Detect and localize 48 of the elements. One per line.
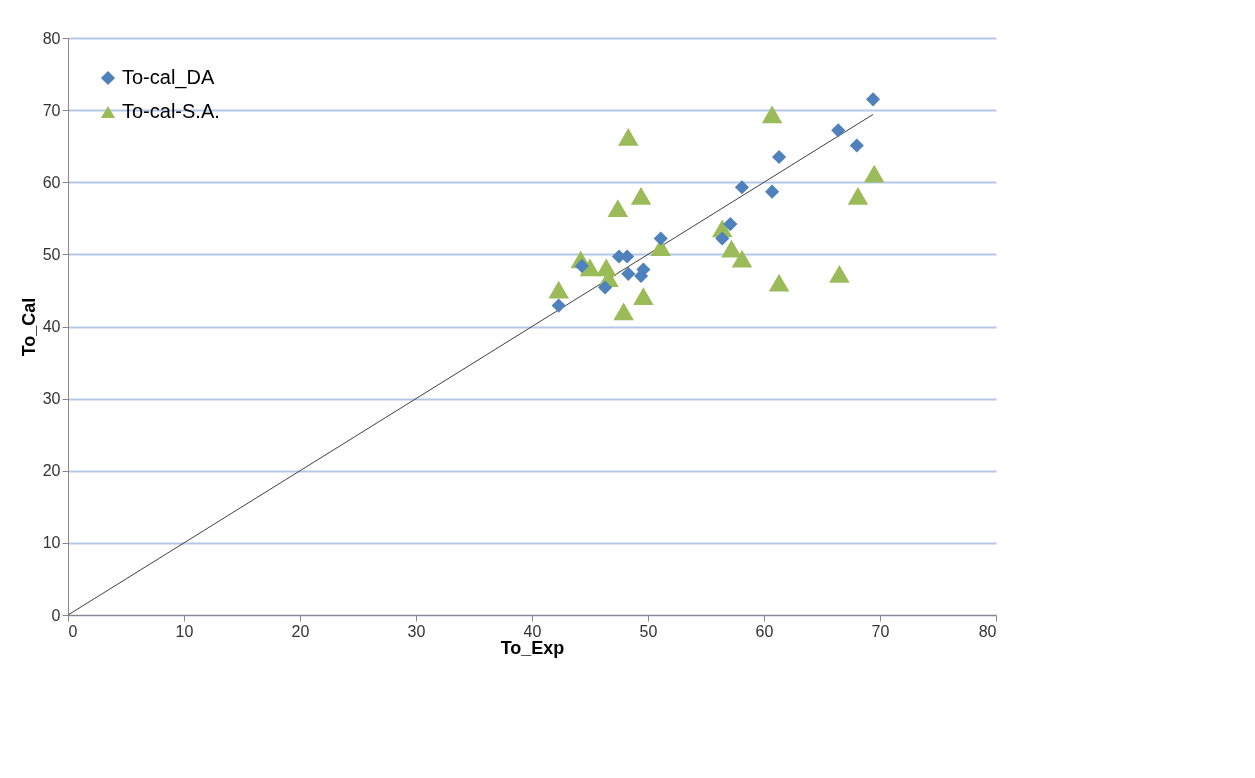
x-axis-title: To_Exp bbox=[500, 637, 565, 658]
x-tick-label: 30 bbox=[407, 622, 426, 640]
legend-label: To-cal-S.A. bbox=[122, 100, 220, 122]
point bbox=[772, 149, 787, 165]
legend-label: To-cal_DA bbox=[122, 66, 215, 89]
x-tick-label: 80 bbox=[978, 622, 997, 640]
point bbox=[865, 92, 881, 107]
point bbox=[847, 187, 869, 205]
point bbox=[715, 231, 730, 246]
y-tick-label: 0 bbox=[51, 606, 61, 624]
point bbox=[734, 180, 750, 195]
y-axis-title: To_Cal bbox=[18, 297, 39, 357]
point bbox=[765, 184, 780, 199]
point bbox=[621, 266, 636, 281]
y-tick-label: 70 bbox=[42, 101, 61, 119]
x-tick-label: 20 bbox=[291, 622, 310, 640]
point bbox=[768, 273, 790, 292]
y-tick-label: 60 bbox=[42, 173, 61, 191]
point bbox=[731, 249, 753, 268]
x-tick-label: 10 bbox=[175, 622, 194, 640]
point bbox=[598, 280, 613, 295]
point bbox=[723, 217, 738, 232]
point bbox=[829, 264, 850, 283]
x-tick-label: 60 bbox=[755, 622, 774, 640]
point bbox=[630, 187, 652, 205]
x-tick-label: 50 bbox=[639, 622, 658, 640]
point bbox=[548, 280, 569, 299]
y-tick-label: 20 bbox=[42, 462, 61, 480]
point bbox=[574, 258, 589, 273]
point bbox=[618, 127, 639, 146]
y-tick-label: 80 bbox=[42, 29, 61, 47]
y-tick-label: 30 bbox=[42, 390, 61, 408]
point bbox=[551, 298, 566, 313]
point bbox=[761, 105, 783, 124]
point bbox=[831, 123, 846, 138]
y-tick-label: 50 bbox=[42, 245, 61, 263]
point bbox=[721, 239, 742, 258]
x-tick-label: 70 bbox=[871, 622, 890, 640]
y-tick-label: 40 bbox=[42, 318, 61, 335]
point bbox=[863, 164, 885, 183]
point bbox=[849, 138, 864, 153]
point bbox=[607, 199, 629, 218]
point bbox=[653, 231, 668, 246]
point bbox=[633, 287, 654, 306]
x-tick-label: 0 bbox=[68, 622, 78, 640]
y-tick-label: 10 bbox=[42, 534, 61, 552]
point bbox=[613, 302, 634, 321]
x-tick-label: 40 bbox=[523, 622, 542, 640]
